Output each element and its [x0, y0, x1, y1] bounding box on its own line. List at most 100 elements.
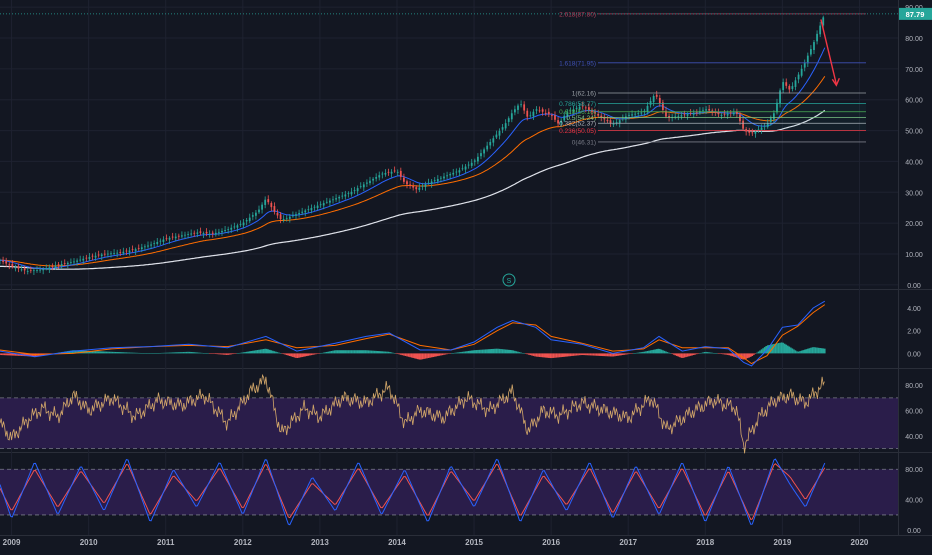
y-tick-label: 10.00 [905, 252, 923, 259]
macd-histogram-bar [586, 353, 589, 356]
macd-histogram-bar [319, 353, 322, 354]
candle-body [578, 106, 581, 110]
macd-histogram-bar [622, 353, 624, 356]
macd-histogram-bar [652, 349, 655, 354]
macd-histogram-bar [557, 353, 559, 358]
macd-histogram-bar [520, 352, 522, 354]
candle-body [677, 115, 680, 117]
macd-histogram-bar [359, 350, 362, 354]
macd-histogram-bar [222, 353, 225, 355]
candle-body [54, 265, 57, 268]
macd-histogram-bar [777, 343, 780, 354]
candle-body [42, 269, 45, 271]
macd-histogram-bar [575, 353, 578, 356]
macd-histogram-bar [383, 351, 385, 354]
macd-histogram-bar [433, 353, 436, 357]
macd-histogram-bar [2, 353, 4, 356]
candle-body [492, 138, 495, 143]
macd-histogram-bar [531, 353, 533, 356]
candle-body [270, 203, 273, 208]
macd-histogram-bar [773, 344, 775, 354]
candle-body [91, 255, 94, 257]
macd-histogram-bar [262, 349, 265, 354]
macd-histogram-bar [749, 353, 752, 357]
y-tick-label: 20.00 [905, 221, 923, 228]
candle-body [526, 110, 529, 117]
candle-body [446, 175, 448, 177]
fib-level-label: 1.618(71.95) [559, 60, 596, 67]
macd-histogram-bar [665, 351, 667, 354]
candle-body [689, 112, 692, 114]
candle-body [504, 123, 507, 129]
candle-body [20, 269, 23, 271]
macd-histogram-bar [322, 352, 325, 354]
macd-histogram-bar [780, 342, 783, 354]
macd-histogram-bar [252, 350, 254, 354]
macd-histogram-bar [535, 353, 538, 357]
macd-histogram-bar [712, 352, 715, 354]
macd-histogram-bar [443, 353, 445, 355]
macd-histogram-bar [598, 353, 601, 356]
macd-histogram-bar [204, 353, 206, 354]
candle-body [652, 95, 655, 103]
macd-histogram-bar [79, 350, 81, 354]
macd-histogram-bar [757, 351, 760, 354]
macd-histogram-bar [6, 353, 9, 356]
candle-body [144, 246, 146, 248]
macd-histogram-bar [70, 350, 72, 354]
candle-body [640, 112, 643, 114]
macd-histogram-bar [663, 350, 666, 354]
macd-histogram-bar [176, 352, 179, 354]
split-marker-label: S [507, 278, 512, 285]
macd-histogram-bar [597, 353, 599, 356]
macd-histogram-bar [683, 353, 686, 358]
macd-histogram-bar [88, 350, 91, 354]
macd-histogram-bar [151, 353, 154, 354]
fib-level-label: 2.618(87.80) [559, 11, 596, 18]
macd-histogram-bar [480, 349, 482, 354]
candle-body [177, 235, 180, 237]
macd-histogram-bar [823, 348, 826, 354]
macd-histogram-bar [364, 350, 367, 354]
candle-body [298, 212, 300, 215]
candle-body [433, 180, 436, 182]
candle-body [399, 170, 402, 177]
macd-histogram-bar [481, 349, 484, 354]
macd-histogram-bar [270, 350, 273, 354]
macd-histogram-bar [800, 350, 803, 354]
macd-histogram-bar [655, 349, 658, 354]
candle-body [816, 33, 818, 42]
macd-histogram-bar [457, 352, 459, 354]
candle-body [409, 184, 411, 186]
macd-histogram-bar [774, 343, 777, 354]
macd-histogram-bar [326, 351, 328, 354]
candle-body [517, 105, 519, 110]
macd-histogram-bar [400, 353, 402, 355]
macd-histogram-bar [372, 350, 374, 354]
macd-histogram-bar [404, 353, 407, 356]
macd-histogram-bar [654, 349, 656, 354]
macd-histogram-bar [193, 352, 196, 354]
macd-histogram-bar [580, 353, 582, 356]
macd-histogram-bar [729, 353, 732, 356]
macd-histogram-bar [548, 353, 550, 358]
candle-body [440, 177, 442, 179]
macd-histogram-bar [225, 353, 228, 355]
candle-body [751, 132, 754, 134]
candle-body [735, 111, 738, 114]
candle-body [742, 120, 744, 129]
macd-histogram-bar [432, 353, 434, 358]
macd-histogram-bar [370, 350, 373, 354]
macd-histogram-bar [329, 351, 331, 354]
candle-body [600, 115, 603, 118]
macd-histogram-bar [147, 353, 149, 354]
candle-body [190, 233, 193, 235]
split-marker[interactable] [502, 273, 516, 287]
macd-histogram-bar [355, 350, 357, 354]
macd-histogram-bar [187, 351, 189, 354]
macd-histogram-bar [174, 352, 177, 354]
macd-histogram-bar [110, 351, 112, 354]
macd-histogram-bar [256, 350, 259, 354]
